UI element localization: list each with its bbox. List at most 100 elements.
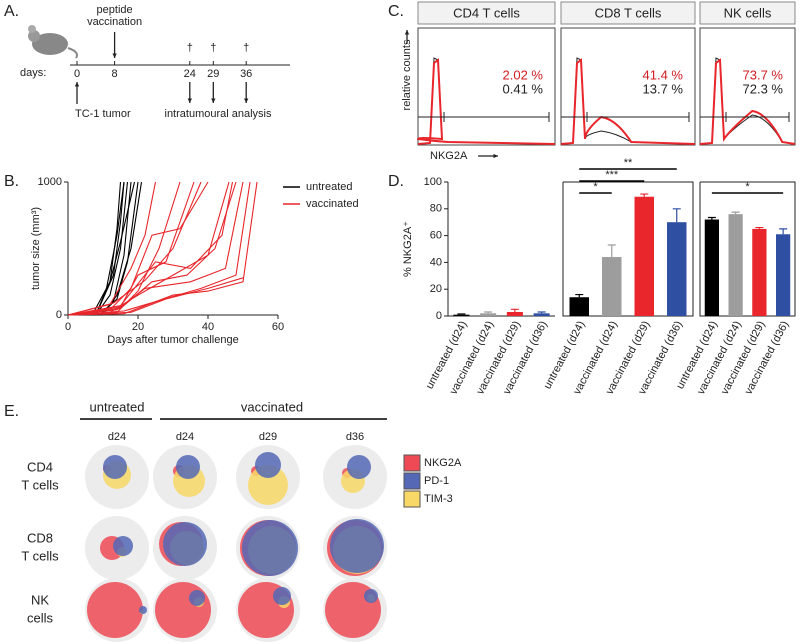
histogram-title: CD8 T cells [595,5,662,20]
death-marker: † [243,42,249,54]
bar [533,313,550,316]
day-label: 8 [112,68,118,80]
significance-label: *** [605,169,619,181]
error-bar [755,226,764,229]
error-bar [707,216,716,220]
legend-swatch [403,454,421,472]
percentage-label: 2.02 % [503,67,544,82]
bar [752,228,767,316]
mouse-icon [28,25,78,59]
histogram-frame [699,27,796,146]
growth-curve [67,181,209,316]
bar [506,311,523,316]
arrow-head [187,98,192,103]
venn-circle [242,520,298,576]
bar [776,234,791,316]
histogram-title-bar [417,1,556,25]
growth-curve [67,181,230,316]
y-tick-label: 20 [430,283,442,295]
histogram-title: CD4 T cells [453,5,520,20]
day-label: 24 [184,68,196,80]
column-label: d24 [176,431,194,443]
error-bar [640,193,649,197]
histogram-title-bar [560,1,696,25]
column-label: d24 [108,431,126,443]
group-label: vaccinated [241,399,303,414]
venn-circle [113,536,133,556]
error-bar [575,293,584,298]
venn-circle [364,589,378,603]
x-tick-label: 60 [272,321,284,333]
error-bar [457,313,466,315]
percentage-label: 72.3 % [743,81,784,96]
bar [667,222,687,316]
day-label: 0 [74,68,80,80]
column-label: d29 [259,431,277,443]
venn-circle [163,522,207,566]
venn-circle [248,465,288,505]
row-label: NK [31,592,49,607]
venn-circle [139,606,147,614]
histogram-title-bar [699,1,796,25]
panel-label: B. [4,173,19,190]
y-axis-label: % NKG2A⁺ [402,221,414,277]
panel-label: A. [4,3,19,20]
error-bar [672,208,681,223]
axes [447,182,555,317]
percentage-label: 73.7 % [743,67,784,82]
bar [453,314,470,316]
histogram-frame [417,27,556,146]
growth-curve [67,181,202,316]
axes [562,181,694,317]
day-label: 36 [240,68,252,80]
percentage-label: 41.4 % [643,67,684,82]
histogram-curve [416,58,556,145]
tumor-label: TC-1 tumor [75,108,131,120]
panel-label: C. [388,3,404,20]
y-tick-label: 1000 [38,176,62,188]
row-label: CD4 [27,459,53,474]
bar [728,214,743,316]
histogram-curve [699,58,796,145]
growth-curve [67,181,195,316]
error-bar [484,311,493,314]
growth-curve [67,277,244,316]
arrow-head [404,30,410,35]
bar [480,313,497,316]
day-label: 29 [207,68,219,80]
venn-circle [176,455,200,479]
percentage-label: 13.7 % [643,81,684,96]
days-label: days: [20,67,46,79]
error-bar [537,311,546,314]
y-tick-label: 60 [430,230,442,242]
bar [602,257,622,316]
growth-curve [67,181,244,316]
legend-label: PD-1 [424,475,449,487]
histogram-title: NK cells [724,5,772,20]
axes [699,181,796,317]
legend-label: untreated [306,181,352,193]
histogram-x-label: NKG2A [430,150,468,162]
percentage-label: 0.41 % [503,81,544,96]
y-tick-label: 100 [424,176,442,188]
legend-label: NKG2A [424,457,462,469]
histogram-y-label: relative counts [401,39,413,110]
growth-curve [67,181,157,316]
venn-circle [155,582,211,638]
venn-circle [273,587,291,605]
legend-label: TIM-3 [424,493,453,505]
error-bar [510,308,519,312]
row-label: T cells [21,477,59,492]
x-tick-label: 0 [65,321,71,333]
venn-circle [189,590,205,606]
x-tick-label: 20 [132,321,144,333]
significance-label: * [593,181,598,193]
death-marker: † [187,42,193,54]
error-bar [779,228,788,235]
growth-curve [67,181,234,316]
legend-swatch [403,490,421,508]
analysis-label: intratumoural analysis [165,108,272,120]
venn-circle [330,519,384,573]
gate [418,112,550,122]
